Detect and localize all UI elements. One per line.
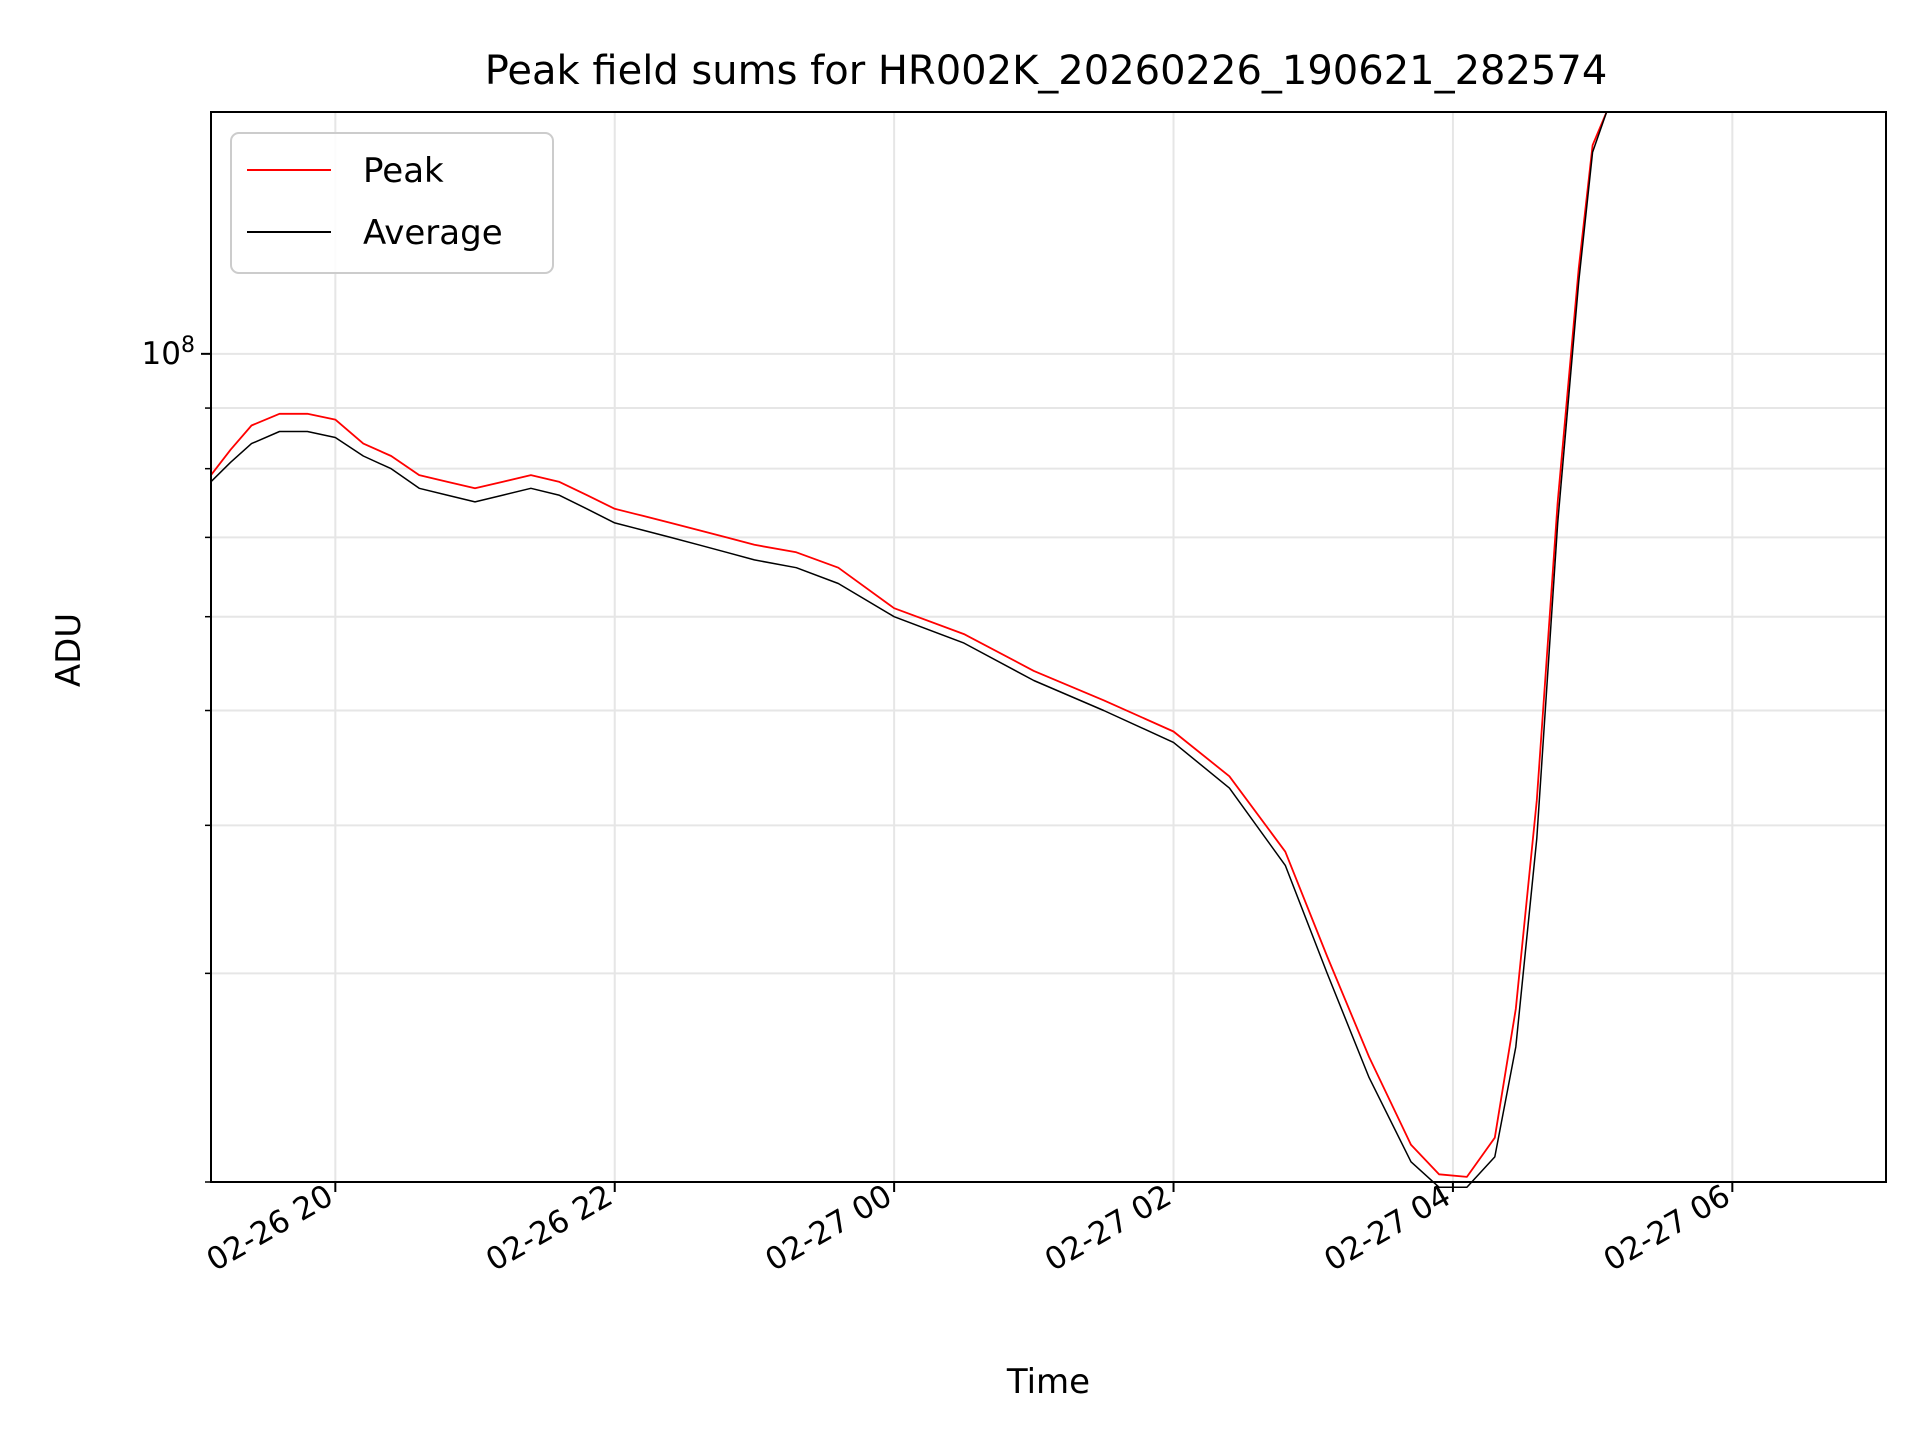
series-average xyxy=(210,111,1622,1188)
legend-box xyxy=(230,132,554,274)
chart-title: Peak field sums for HR002K_20260226_1906… xyxy=(485,48,1608,94)
legend-layer: Peak Average xyxy=(230,132,554,274)
y-major-tick-label-0: 108 xyxy=(142,332,195,372)
legend-label-peak: Peak xyxy=(363,151,444,191)
x-axis-label: Time xyxy=(1006,1362,1090,1402)
plot-frame xyxy=(210,111,1887,1183)
series-layer xyxy=(210,111,1622,1188)
grid-layer xyxy=(211,112,1886,1183)
y-axis-label: ADU xyxy=(49,613,89,687)
series-peak xyxy=(210,111,1622,1178)
legend-label-average: Average xyxy=(363,213,503,253)
